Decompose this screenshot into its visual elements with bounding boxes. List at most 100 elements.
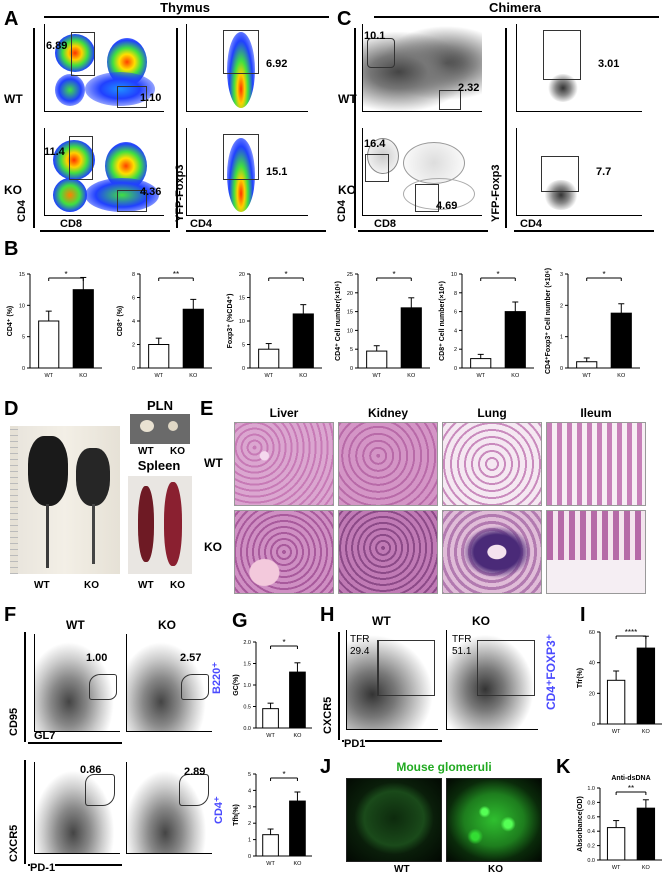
b-chart-1-bar-ko [72,289,94,369]
flow-plot-h-wt [346,630,438,730]
h-col-wt: WT [372,614,391,628]
b-chart-2-tick-label-2: 4 [132,319,135,325]
k-chart-dsdna-tick-label-1: 0.2 [587,844,595,850]
panel-label-k: K [556,756,571,778]
b-chart-3-tick-label-2: 10 [239,319,245,325]
k-chart-dsdna-ylabel: Absorbance(OD) [577,796,584,852]
d-pln-ko-label: KO [170,446,185,457]
g-chart-gc-tick-label-2: 1.0 [243,683,251,689]
flow-plot-f-wt-top [34,634,120,732]
histology-kidney-ko [338,510,438,594]
k-chart-dsdna-title: Anti-dsDNA [611,775,650,782]
k-chart-dsdna-tick-label-2: 0.4 [587,829,595,835]
flow-plot-c-wt-foxp3 [516,24,642,112]
g-chart-tfh-tick-label-5: 5 [248,772,251,778]
b-chart-2-tick-label-3: 6 [132,296,135,302]
b-chart-6-tick-label-1: 1 [560,335,563,341]
h-axis-cxcr5-arrow [338,632,340,740]
i-chart-tfr-xlabel-ko: KO [642,729,651,735]
e-tissue-ileum: Ileum [580,406,612,420]
d-spleen-ko-label: KO [170,580,185,591]
b-chart-5-tick-label-2: 4 [454,328,457,334]
a-ko-cd8-value: 4.36 [140,186,162,198]
g-chart-tfh-bar-ko [289,800,306,857]
g-chart-tfh-ylabel: Tfh(%) [233,804,240,826]
photo-pln [130,414,190,444]
b-chart-1-tick-label-2: 10 [19,303,25,309]
i-chart-tfr-tick-label-3: 60 [589,630,595,636]
f-col-wt: WT [66,618,85,632]
histology-ileum-wt [546,422,646,506]
b-chart-3-xlabel-ko: KO [299,373,308,379]
e-tissue-kidney: Kidney [367,406,408,420]
k-chart-dsdna-xlabel-ko: KO [642,865,651,871]
d-spleen-title: Spleen [137,458,181,473]
b-chart-4-bar-wt [366,350,388,369]
d-pln-title: PLN [147,398,173,413]
a-wt-cd4-value: 6.89 [46,40,68,52]
b-chart-2-tick-label-1: 2 [132,343,135,349]
k-chart-dsdna-bar-ko [636,807,656,861]
c-axis-yfp-label: YFP-Foxp3 [490,164,502,222]
a-wt-foxp3-value: 6.92 [266,58,288,70]
g-chart-tfh-group: 0 1 2 3 4 5 WT KO * Tfh(%) [233,770,312,867]
f-wt-bottom-value: 0.86 [80,764,102,776]
b-chart-6-bar-ko [610,312,632,369]
g-chart-tfh-tick-label-0: 0 [248,854,251,860]
g-chart-gc-bar-ko [289,671,306,729]
f-axis-cxcr5-label: CXCR5 [8,824,20,862]
panel-g-bar-chart-tfh: 0 1 2 3 4 5 WT KO * Tfh(%) [233,770,312,867]
g-chart-gc-bar-wt [262,708,279,729]
b-chart-4-tick-label-5: 25 [347,272,353,278]
b-chart-2-bar-wt [148,344,170,369]
b-chart-5-tick-label-1: 2 [454,347,457,353]
row-label-ko-e: KO [204,540,222,554]
k-chart-dsdna-xlabel-wt: WT [612,865,621,871]
panel-label-e: E [200,398,214,420]
b-chart-4-tick-label-3: 15 [347,310,353,316]
g-chart-tfh-bar-wt [262,834,279,857]
k-chart-dsdna-tick-label-4: 0.8 [587,800,595,806]
c-axis-yfp-arrow [505,28,507,228]
b-chart-4-tick-label-2: 10 [347,328,353,334]
b-chart-3-tick-label-3: 15 [239,296,245,302]
flow-plot-c-ko-foxp3 [516,128,642,216]
j-title: Mouse glomeruli [396,760,492,774]
b-chart-5-xlabel-wt: WT [476,373,485,379]
panel-label-j: J [320,756,332,778]
b-chart-5-bar-ko [504,311,526,369]
b-chart-4-sig-mark: * [392,270,395,279]
b-chart-5-xlabel-ko: KO [511,373,520,379]
photo-mice [10,426,120,574]
b-chart-3-xlabel-wt: WT [264,373,273,379]
h-wt-tfr-label: TFR [350,634,370,645]
i-chart-tfr-xlabel-wt: WT [612,729,621,735]
f-col-ko: KO [158,618,176,632]
c-axis-cd4-arrow [354,28,356,228]
h-pop-label: CD4⁺FOXP3⁺ [544,633,558,710]
b-chart-3-group: 0 5 10 15 20 WT KO * Foxp3⁺ (%CD4⁺) [227,270,322,379]
h-axis-cxcr5-label: CXCR5 [322,696,334,734]
f-wt-top-value: 1.00 [86,652,108,664]
a-axis-cd4-label: CD4 [16,199,28,222]
panel-label-c: C [337,8,352,30]
c-wt-cd4-value: 10.1 [364,30,386,42]
f-axis-cd95-arrow [24,632,26,742]
i-chart-tfr-ylabel: Tfr(%) [577,668,584,688]
b-chart-4-tick-label-0: 0 [350,366,353,372]
c-axis-cd8-arrow [358,230,488,232]
g-chart-tfh-tick-label-3: 3 [248,805,251,811]
d-pln-wt-label: WT [138,446,154,457]
e-tissue-liver: Liver [269,406,299,420]
h-ko-tfr-value: 51.1 [452,646,472,657]
panel-label-i: I [580,604,586,626]
photo-spleen [128,476,192,574]
i-chart-tfr-tick-label-0: 0 [592,722,595,728]
d-spleen-wt-label: WT [138,580,154,591]
f-axis-cd95-label: CD95 [8,707,20,736]
b-chart-1-xlabel-wt: WT [44,373,53,379]
k-chart-dsdna-bar-wt [606,827,626,861]
g-chart-gc-tick-label-1: 0.5 [243,705,251,711]
b-chart-3-bar-wt [258,348,280,369]
a-axis-cd8-label: CD8 [60,218,83,230]
